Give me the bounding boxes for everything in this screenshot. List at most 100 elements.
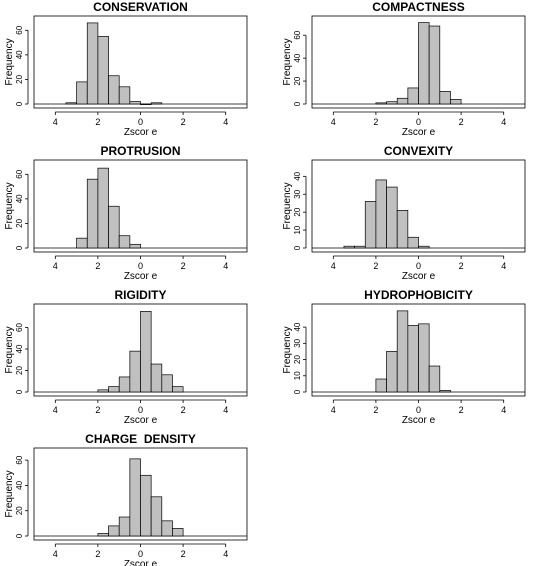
histogram-bar — [161, 520, 173, 537]
histogram-bar — [386, 351, 398, 393]
x-tick-label: 4 — [223, 117, 228, 127]
histogram-bar — [97, 389, 109, 393]
histogram-bar — [108, 525, 120, 537]
histogram-bar — [396, 310, 409, 393]
histogram-bar — [450, 99, 462, 105]
x-tick-label: 2 — [459, 261, 464, 271]
histogram-bar — [428, 25, 441, 105]
y-tick-label: 40 — [293, 53, 302, 62]
histogram-bar — [150, 363, 163, 393]
y-axis-label: Frequency — [282, 38, 293, 85]
histogram-bar — [118, 376, 131, 393]
histogram-bar — [140, 474, 152, 537]
chart-title: CONSERVATION — [93, 0, 188, 14]
x-tick-label: 0 — [416, 261, 421, 271]
histogram-bar — [97, 36, 109, 105]
histogram-bar — [118, 516, 131, 537]
y-tick-label: 40 — [293, 171, 302, 180]
x-axis-label: Zscor e — [402, 415, 436, 426]
histogram-bar — [86, 22, 99, 105]
y-axis-label: Frequency — [4, 38, 15, 85]
y-tick-label: 40 — [15, 480, 24, 489]
x-tick-label: 2 — [95, 117, 100, 127]
y-tick-label: 20 — [15, 366, 24, 375]
histogram-bar — [354, 245, 366, 249]
x-tick-label: 2 — [373, 261, 378, 271]
x-tick-label: 4 — [223, 405, 228, 415]
x-tick-label: 0 — [416, 117, 421, 127]
x-tick-label: 4 — [223, 549, 228, 559]
y-tick-label: 60 — [293, 30, 302, 39]
histogram-bar — [396, 97, 409, 105]
x-tick-label: 0 — [138, 117, 143, 127]
histogram-bar — [140, 311, 152, 393]
histogram-bar — [118, 86, 131, 105]
y-axis-label: Frequency — [4, 326, 15, 373]
x-tick-label: 2 — [373, 405, 378, 415]
x-axis-label: Zscor e — [402, 127, 436, 138]
x-tick-label: 4 — [223, 261, 228, 271]
y-tick-label: 0 — [15, 101, 24, 106]
x-tick-label: 2 — [95, 549, 100, 559]
histogram-bar — [161, 374, 173, 393]
histogram-bar — [418, 323, 430, 393]
histogram-bar — [343, 245, 355, 249]
chart-title: PROTRUSION — [100, 144, 180, 158]
y-tick-label: 20 — [293, 76, 302, 85]
y-tick-label: 0 — [15, 533, 24, 538]
histogram-bar — [428, 365, 441, 393]
histogram-bar — [129, 101, 141, 105]
x-axis-label: Zscor e — [402, 271, 436, 282]
x-tick-label: 4 — [501, 117, 506, 127]
x-tick-label: 2 — [459, 405, 464, 415]
x-tick-label: 4 — [331, 405, 336, 415]
histogram-bar — [150, 496, 163, 537]
y-tick-label: 60 — [15, 455, 24, 464]
histogram-bar — [97, 533, 109, 537]
x-tick-label: 4 — [331, 117, 336, 127]
y-tick-label: 40 — [15, 50, 24, 59]
y-tick-label: 30 — [293, 189, 302, 198]
y-tick-label: 20 — [15, 218, 24, 227]
y-axis-label: Frequency — [282, 326, 293, 373]
chart-title: COMPACTNESS — [372, 0, 464, 14]
x-tick-label: 4 — [53, 261, 58, 271]
histogram-bar — [418, 22, 430, 105]
x-tick-label: 2 — [181, 261, 186, 271]
histogram-bar — [129, 458, 141, 537]
x-tick-label: 4 — [501, 261, 506, 271]
histogram-bar — [439, 390, 451, 393]
plot-frame — [33, 15, 248, 109]
histogram-bar — [375, 102, 387, 105]
y-tick-label: 0 — [293, 245, 302, 250]
x-tick-label: 2 — [459, 117, 464, 127]
y-tick-label: 40 — [15, 194, 24, 203]
histogram-bar — [108, 386, 120, 393]
plot-frame — [311, 15, 526, 109]
y-tick-label: 0 — [293, 389, 302, 394]
x-tick-label: 2 — [181, 117, 186, 127]
y-tick-label: 60 — [15, 169, 24, 178]
x-tick-label: 0 — [138, 405, 143, 415]
y-tick-label: 0 — [15, 245, 24, 250]
histogram-bar — [108, 205, 120, 249]
y-tick-label: 20 — [15, 506, 24, 515]
x-tick-label: 2 — [181, 405, 186, 415]
y-axis-label: Frequency — [282, 182, 293, 229]
y-tick-label: 20 — [15, 74, 24, 83]
y-tick-label: 20 — [293, 207, 302, 216]
histogram-bar — [418, 245, 430, 249]
x-tick-label: 2 — [95, 261, 100, 271]
histogram-bar — [407, 87, 419, 105]
y-tick-label: 20 — [293, 355, 302, 364]
x-tick-label: 0 — [138, 261, 143, 271]
x-tick-label: 4 — [53, 549, 58, 559]
plot-frame — [33, 159, 248, 253]
y-axis-label: Frequency — [4, 182, 15, 229]
y-tick-label: 60 — [15, 25, 24, 34]
histogram-bar — [76, 81, 88, 105]
